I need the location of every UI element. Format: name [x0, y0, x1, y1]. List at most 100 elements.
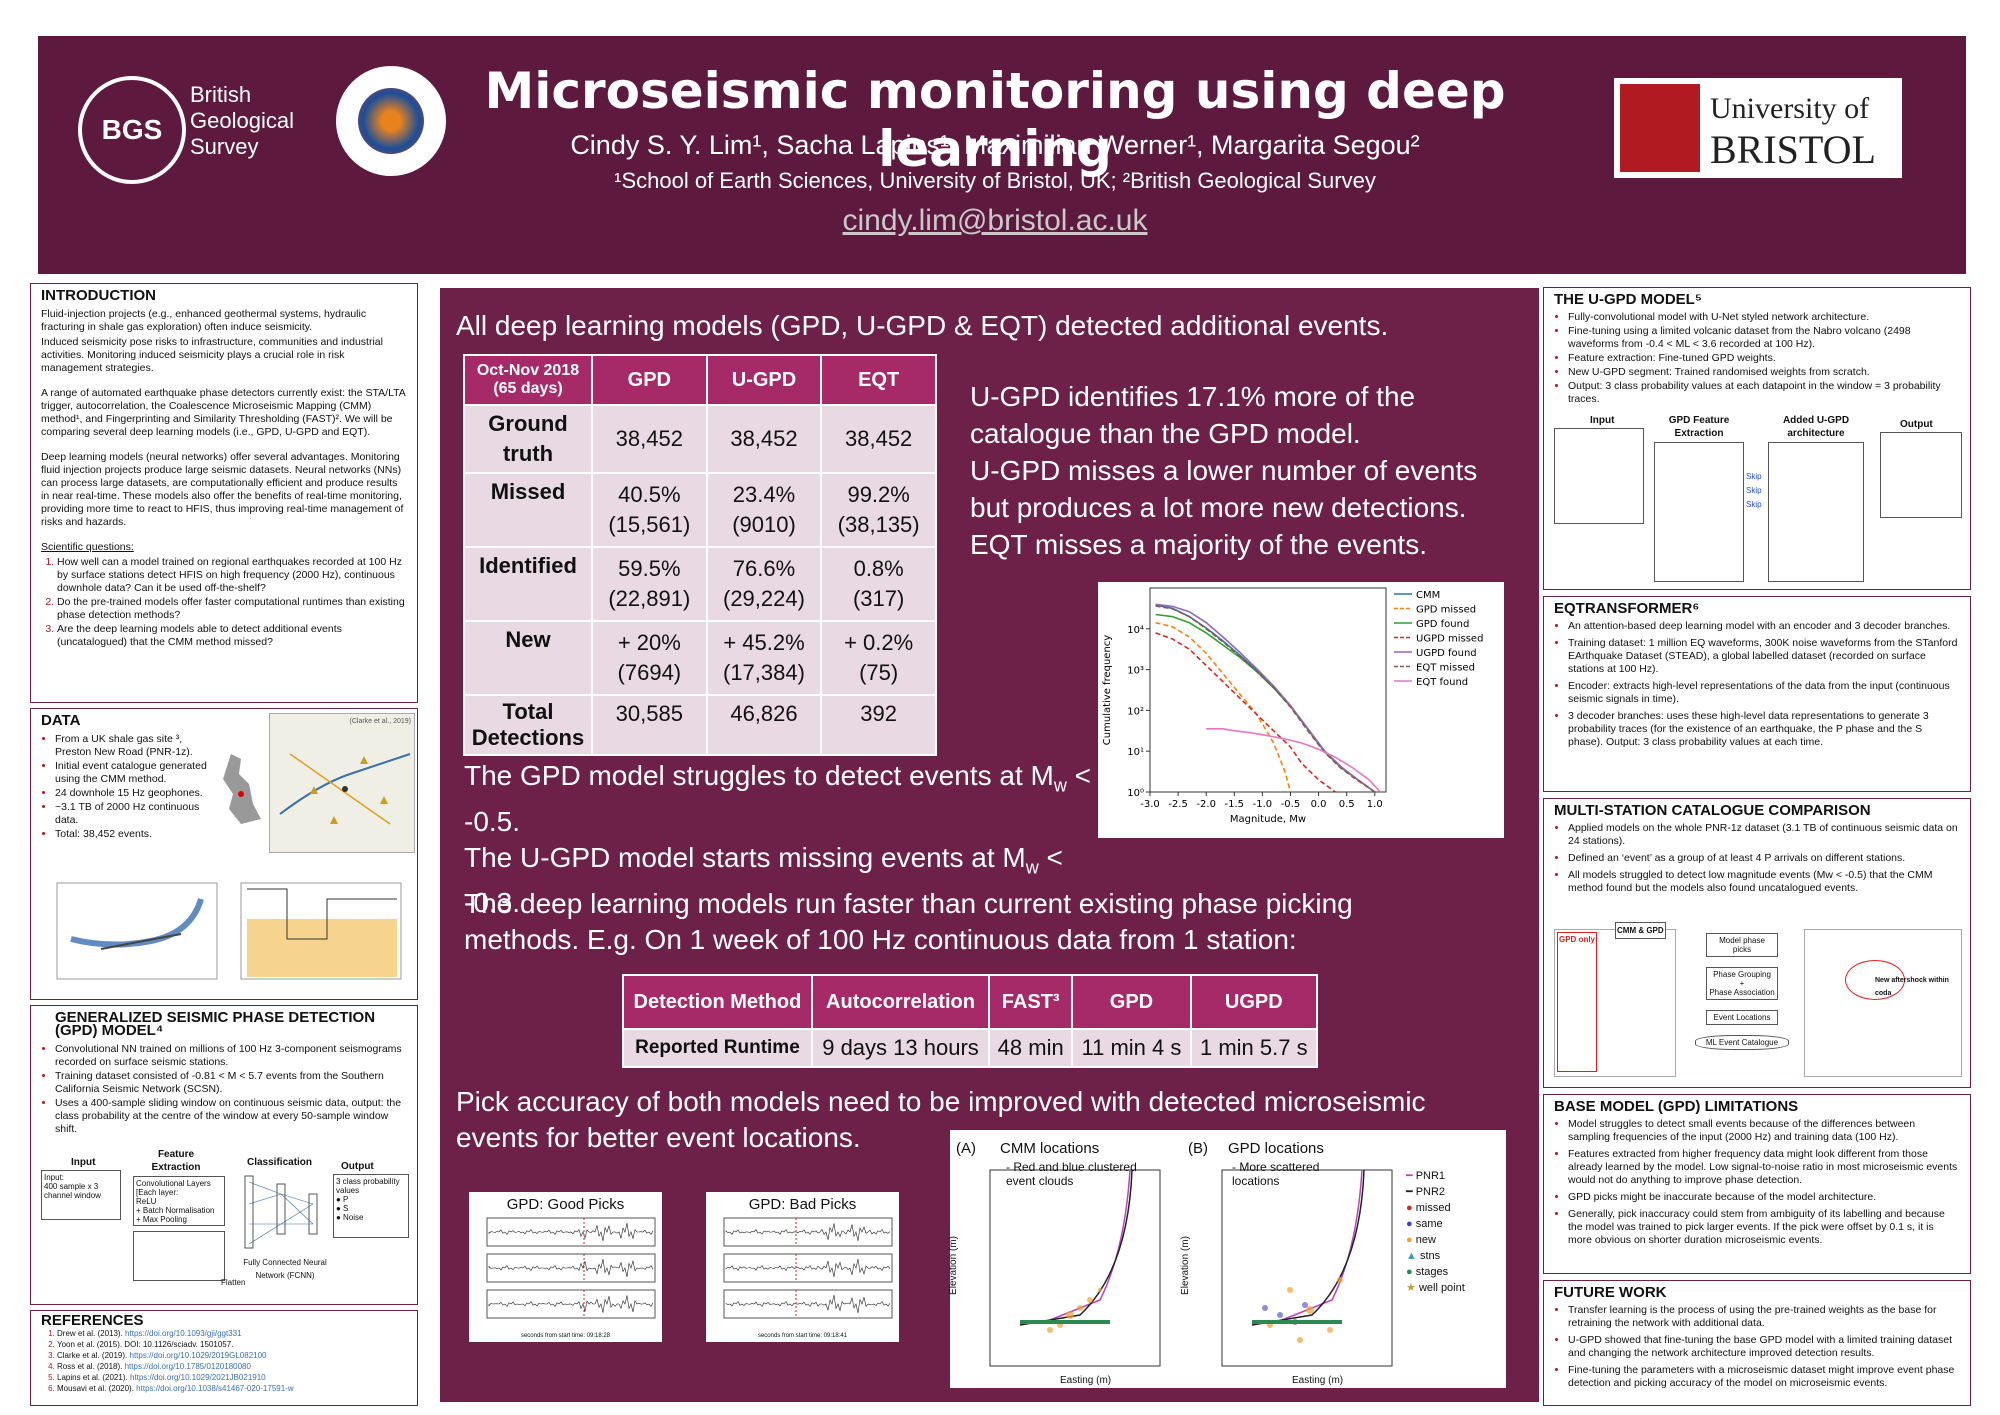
seismic-trace: [488, 1222, 654, 1242]
gpd-diag-fcnn-net: [241, 1174, 321, 1252]
row-label: Ground truth: [463, 404, 593, 474]
gpd-struggle-line: The GPD model struggles to detect events…: [464, 758, 1104, 840]
bad-picks-title: GPD: Bad Picks: [748, 1196, 857, 1213]
legend-label: same: [1415, 1218, 1443, 1230]
table-cell: 76.6% (29,224): [705, 546, 823, 622]
injection-rate-figure: [227, 879, 415, 994]
future-list: Transfer learning is the process of usin…: [1554, 1304, 1960, 1390]
uob-line1: University of: [1710, 92, 1870, 125]
runtime-table: Detection Method Autocorrelation FAST³ G…: [622, 974, 1319, 1068]
bgs-name: British Geological Survey: [190, 82, 294, 159]
trace-frame: [723, 1253, 893, 1283]
y-tick-label: 10³: [1127, 666, 1144, 677]
table-header-eqt: EQT: [820, 354, 937, 406]
table-cell: 38,452: [705, 404, 823, 474]
gpd-heading: GENERALIZED SEISMIC PHASE DETECTION (GPD…: [55, 1009, 376, 1039]
skip-label: Skip: [1746, 500, 1762, 509]
multi-item: All models struggled to detect low magni…: [1568, 869, 1960, 895]
seismic-trace: [725, 1258, 891, 1277]
x-tick-label: -1.0: [1253, 799, 1273, 810]
loc-b-ylabel: Elevation (m): [1179, 1236, 1191, 1295]
ugpd-diagram: Input GPD Feature Extraction Added U-GPD…: [1554, 414, 1964, 584]
gpd-diag-fcnn-label: Fully Connected Neural Network (FCNN): [243, 1258, 327, 1280]
multi-list: Applied models on the whole PNR-1z datas…: [1554, 822, 1960, 895]
good-picks-waveforms: [486, 1217, 656, 1319]
ugpd-list: Fully-convolutional model with U-Net sty…: [1554, 311, 1960, 406]
x-tick-label: -3.0: [1140, 799, 1160, 810]
legend-label: UGPD missed: [1416, 634, 1483, 645]
runtime-text: The deep learning models run faster than…: [464, 888, 1353, 955]
good-picks-axis: seconds from start time: 09:18:28: [520, 1333, 611, 1339]
legend-label: PNR1: [1415, 1170, 1446, 1182]
multi-figure: GPD only CMM & GPD Model phase picks Pha…: [1554, 922, 1964, 1083]
seismic-trace: [725, 1223, 891, 1241]
table-header-ugpd: U-GPD: [705, 354, 823, 406]
gpd-struggle-text: The GPD model struggles to detect events…: [464, 758, 1104, 921]
future-heading: FUTURE WORK: [1554, 1284, 1667, 1301]
ugpd-item: Fully-convolutional model with U-Net sty…: [1568, 311, 1960, 324]
reference-link[interactable]: https://doi.org/10.1029/2019GL082100: [129, 1351, 267, 1360]
series-line: [1155, 632, 1336, 793]
reference-link[interactable]: https://doi.org/10.1029/2021JB021910: [129, 1373, 266, 1382]
eqtransformer-panel: EQTRANSFORMER⁶ An attention-based deep l…: [1543, 596, 1971, 792]
cmm-gpd-label: CMM & GPD: [1615, 922, 1666, 939]
reference-item: Yoon et al. (2015). DOI: 10.1126/sciadv.…: [57, 1340, 407, 1350]
ugpd-item: New U-GPD segment: Trained randomised we…: [1568, 366, 1960, 379]
gpd-list: Convolutional NN trained on millions of …: [41, 1043, 407, 1136]
loc-b-sub: - More scattered locations: [1232, 1160, 1320, 1188]
seal-inner: [358, 88, 424, 154]
intro-p3: A range of automated earthquake phase de…: [41, 387, 406, 438]
runtime-cell: 11 min 4 s: [1071, 1028, 1192, 1068]
eqt-item: An attention-based deep learning model w…: [1568, 620, 1960, 633]
loc-a-ylabel: Elevation (m): [947, 1236, 959, 1295]
gpd-struggle-main: The GPD model struggles to detect events…: [464, 760, 1054, 791]
reference-link[interactable]: https://doi.org/10.1093/gji/ggt331: [125, 1329, 242, 1338]
runtime-header: GPD: [1071, 974, 1192, 1030]
ugpd-item: Fine-tuning using a limited volcanic dat…: [1568, 325, 1960, 351]
loc-a-sub: - Red and blue clustered event clouds: [1006, 1160, 1137, 1188]
series-line: [1206, 728, 1381, 793]
affiliations: ¹School of Earth Sciences, University of…: [614, 168, 1376, 193]
x-tick-label: 0.5: [1339, 799, 1355, 810]
multi-flow: Model phase picks Phase Grouping + Phase…: [1694, 933, 1790, 1050]
legend-label: CMM: [1416, 590, 1440, 601]
legend-label: new: [1415, 1234, 1436, 1246]
gpd-item: Uses a 400-sample sliding window on cont…: [55, 1097, 407, 1136]
runtime-header: Autocorrelation: [810, 974, 991, 1030]
table-cell: 38,452: [820, 404, 937, 474]
volcano-centre-seal-icon: [336, 66, 446, 176]
gpd-diag-input-box: Input: 400 sample x 3 channel window: [41, 1170, 121, 1220]
email-link[interactable]: cindy.lim@bristol.ac.uk: [842, 204, 1148, 237]
row-label: New: [463, 620, 593, 696]
reference-item: Ross et al. (2018). https://doi.org/10.1…: [57, 1362, 407, 1372]
legend-label: stns: [1419, 1250, 1441, 1262]
intro-p2: Induced seismicity pose risks to infrast…: [41, 336, 383, 374]
legend-label: GPD missed: [1416, 605, 1476, 616]
table-cell: 38,452: [591, 404, 708, 474]
ugpd-start-main: The U-GPD model starts missing events at…: [464, 841, 1026, 873]
legend-label: missed: [1415, 1202, 1451, 1214]
table-cell: 46,826: [705, 694, 823, 756]
legend-label: EQT found: [1416, 677, 1468, 688]
flow-step: Event Locations: [1706, 1010, 1778, 1025]
loc-a-title: CMM locations: [1000, 1140, 1100, 1157]
bgs-emblem-icon: BGS: [78, 76, 186, 184]
table-cell: + 20% (7694): [591, 620, 708, 696]
reference-link[interactable]: https://doi.org/10.1785/0120180080: [124, 1362, 251, 1371]
base-list: Model struggles to detect small events b…: [1554, 1118, 1960, 1247]
series-line: [1155, 603, 1376, 793]
table-header-period: Oct-Nov 2018 (65 days): [463, 354, 593, 406]
reference-link[interactable]: https://doi.org/10.1038/s41467-020-17591…: [136, 1384, 294, 1393]
gpd-only-label: GPD only: [1559, 935, 1596, 944]
loc-a-xlabel: Easting (m): [1060, 1375, 1112, 1386]
cumulative-frequency-chart: -3.0 -2.5 -2.0 -1.5 -1.0 -0.5 0.0 0.5 1.0 10⁰ 10¹ 1…: [1098, 582, 1504, 838]
legend-item: ● same: [1406, 1218, 1443, 1230]
detection-table-header: Oct-Nov 2018 (65 days) GPD U-GPD EQT: [463, 354, 937, 406]
references-list: Drew et al. (2013). https://doi.org/10.1…: [41, 1329, 407, 1394]
reference-author: Mousavi et al. (2020).: [57, 1384, 134, 1393]
ugpd-item: Output: 3 class probability values at ea…: [1568, 380, 1960, 406]
map-caption: (Clarke et al., 2019): [349, 718, 411, 725]
trace-frame: [486, 1253, 656, 1283]
table-cell: + 0.2% (75): [820, 620, 937, 696]
ugpd-feature-box: [1654, 442, 1744, 582]
